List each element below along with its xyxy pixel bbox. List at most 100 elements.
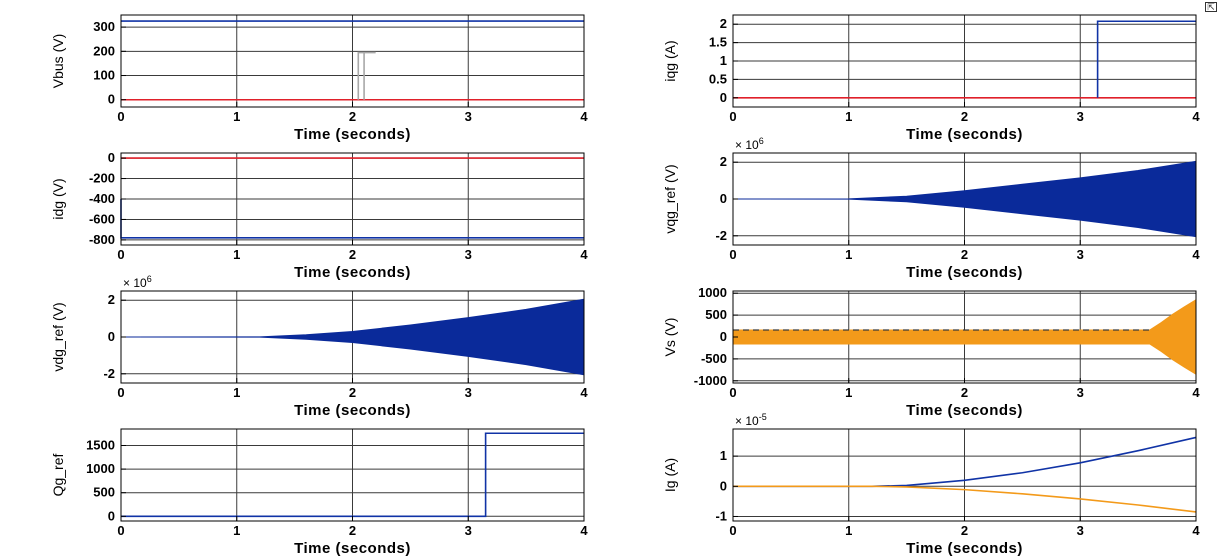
x-axis-label: Time (seconds) <box>906 402 1023 419</box>
y-tick-label: 200 <box>93 43 115 58</box>
y-tick-label: 1 <box>720 448 727 463</box>
x-axis-label: Time (seconds) <box>294 126 411 143</box>
y-tick-label: 2 <box>720 154 727 169</box>
y-tick-label: -1 <box>715 508 727 523</box>
y-tick-label: -400 <box>89 191 115 206</box>
axis-multiplier: × 10-5 <box>735 412 767 428</box>
y-tick-label: 500 <box>93 485 115 500</box>
series-line-3 <box>357 51 376 100</box>
undock-icon[interactable]: ⇱ <box>1205 2 1217 13</box>
x-tick-label: 3 <box>1077 247 1084 262</box>
y-tick-label: 0 <box>108 329 115 344</box>
x-tick-label: 1 <box>845 247 852 262</box>
x-tick-label: 0 <box>117 523 124 538</box>
x-tick-label: 3 <box>1077 385 1084 400</box>
x-tick-label: 1 <box>233 109 240 124</box>
y-tick-label: 0 <box>108 150 115 165</box>
x-tick-label: 1 <box>233 385 240 400</box>
x-tick-label: 2 <box>961 109 968 124</box>
x-tick-label: 2 <box>961 247 968 262</box>
subplot-3: 0 1 2 3 4 0 -200 -400 -600 -800 Time (seconds) idg … <box>50 150 588 281</box>
y-tick-label: 300 <box>93 19 115 34</box>
y-tick-label: 2 <box>720 16 727 31</box>
x-tick-label: 2 <box>349 523 356 538</box>
x-tick-label: 4 <box>580 385 588 400</box>
y-tick-label: 1.5 <box>709 35 727 50</box>
x-axis-label: Time (seconds) <box>294 264 411 281</box>
y-tick-label: -200 <box>89 171 115 186</box>
y-tick-label: -2 <box>715 228 727 243</box>
y-tick-label: 0 <box>720 90 727 105</box>
x-tick-label: 1 <box>845 385 852 400</box>
x-tick-label: 0 <box>117 385 124 400</box>
y-axis-label: Vs (V) <box>662 318 678 357</box>
subplot-6: 0 1 2 3 4 -1000 -500 0 500 1000 Time (seconds) Vs (… <box>662 285 1200 419</box>
x-tick-label: 1 <box>233 523 240 538</box>
series-line-2 <box>1096 20 1196 98</box>
x-tick-label: 3 <box>465 385 472 400</box>
y-tick-label: 1 <box>720 53 727 68</box>
x-tick-label: 2 <box>349 109 356 124</box>
x-tick-label: 2 <box>961 385 968 400</box>
x-tick-label: 0 <box>729 109 736 124</box>
y-tick-label: 0 <box>720 478 727 493</box>
x-axis-label: Time (seconds) <box>906 126 1023 143</box>
x-tick-label: 4 <box>580 523 588 538</box>
y-axis-label: idg (V) <box>50 178 66 219</box>
y-tick-label: 1500 <box>86 438 115 453</box>
y-tick-label: 0.5 <box>709 71 727 86</box>
x-tick-label: 1 <box>845 523 852 538</box>
y-axis-label: vqg_ref (V) <box>662 164 678 233</box>
y-tick-label: 500 <box>705 307 727 322</box>
x-tick-label: 0 <box>729 247 736 262</box>
y-tick-label: 1000 <box>698 285 727 300</box>
y-tick-label: 0 <box>720 191 727 206</box>
y-tick-label: 2 <box>108 292 115 307</box>
y-axis-label: vdg_ref (V) <box>50 302 66 371</box>
x-tick-label: 4 <box>1192 523 1200 538</box>
x-tick-label: 3 <box>1077 109 1084 124</box>
axis-multiplier: × 106 <box>123 274 152 290</box>
x-tick-label: 1 <box>845 109 852 124</box>
subplot-1: 0 1 2 3 4 0 100 200 300 Time (seconds) Vbus (V) <box>50 14 588 143</box>
x-tick-label: 3 <box>465 523 472 538</box>
y-tick-label: -1000 <box>694 373 727 388</box>
y-tick-label: 0 <box>108 508 115 523</box>
x-axis-label: Time (seconds) <box>294 540 411 556</box>
y-tick-label: -500 <box>701 351 727 366</box>
x-axis-label: Time (seconds) <box>294 402 411 419</box>
subplot-2: 0 1 2 3 4 0 0.5 1 1.5 2 Time (seconds) iqg (A) <box>662 14 1200 143</box>
y-tick-label: 0 <box>720 329 727 344</box>
x-tick-label: 0 <box>729 523 736 538</box>
y-axis-label: Ig (A) <box>662 458 678 492</box>
x-tick-label: 4 <box>1192 247 1200 262</box>
series-line-2 <box>733 485 1197 513</box>
x-tick-label: 3 <box>1077 523 1084 538</box>
y-tick-label: 100 <box>93 68 115 83</box>
x-tick-label: 1 <box>233 247 240 262</box>
x-axis-label: Time (seconds) <box>906 264 1023 281</box>
y-tick-label: -800 <box>89 232 115 247</box>
x-tick-label: 4 <box>1192 385 1200 400</box>
x-tick-label: 0 <box>117 109 124 124</box>
subplot-7: 0 1 2 3 4 0 500 1000 1500 Time (seconds) Qg_ref <box>50 428 588 556</box>
y-tick-label: -2 <box>103 366 115 381</box>
x-tick-label: 2 <box>349 247 356 262</box>
y-axis-label: iqg (A) <box>662 40 678 81</box>
x-tick-label: 3 <box>465 109 472 124</box>
series-line-1 <box>121 432 584 518</box>
x-tick-label: 4 <box>1192 109 1200 124</box>
y-tick-label: -600 <box>89 211 115 226</box>
x-tick-label: 0 <box>729 385 736 400</box>
x-tick-label: 4 <box>580 109 588 124</box>
x-tick-label: 0 <box>117 247 124 262</box>
x-axis-label: Time (seconds) <box>906 540 1023 556</box>
x-tick-label: 2 <box>349 385 356 400</box>
x-tick-label: 3 <box>465 247 472 262</box>
y-axis-label: Qg_ref <box>50 453 66 496</box>
y-tick-label: 0 <box>108 92 115 107</box>
